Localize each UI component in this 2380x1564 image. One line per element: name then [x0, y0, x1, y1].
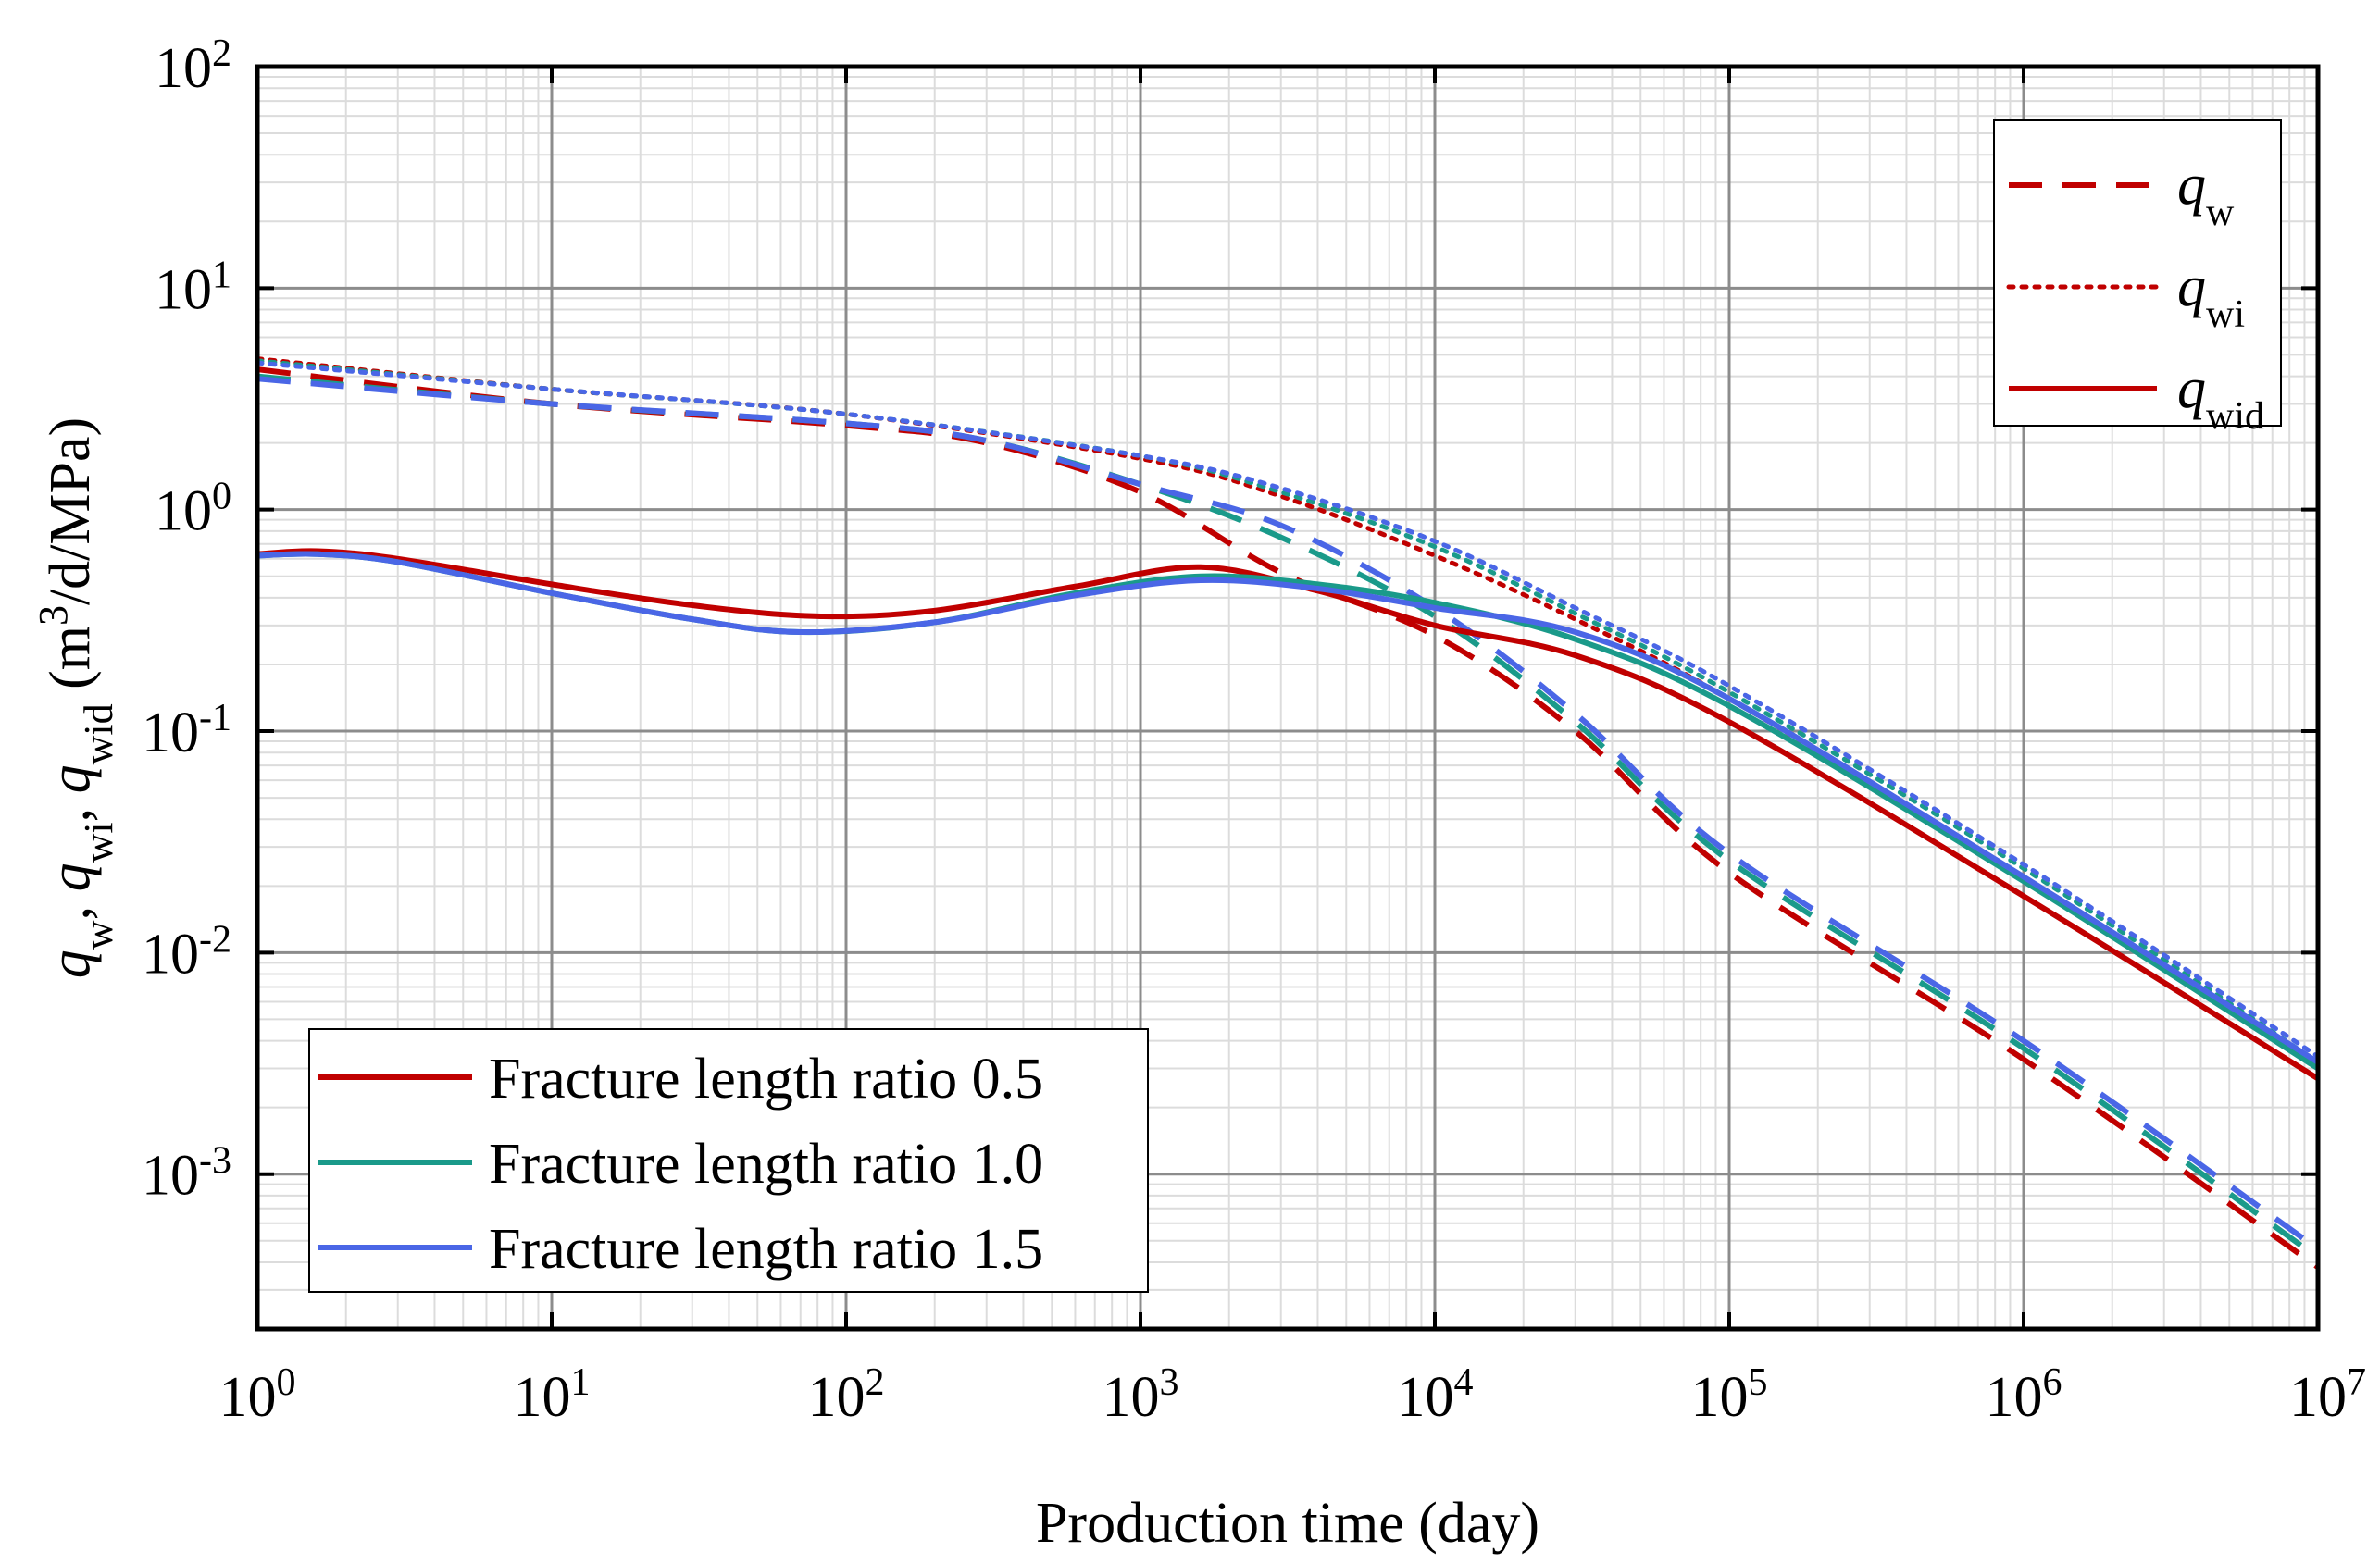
y-axis-title: qw, qwi, qwid (m3/d/MPa)	[31, 417, 121, 978]
y-axis-title-part: q	[39, 950, 102, 978]
x-tick-label-exp: 6	[2043, 1361, 2062, 1404]
x-tick-label-exp: 5	[1749, 1361, 1768, 1404]
y-axis-title-part: wi	[76, 822, 121, 863]
legend-type-symbol: q	[2177, 154, 2206, 217]
x-tick-label-exp: 3	[1160, 1361, 1179, 1404]
legend-ratio-label: Fracture length ratio 1.0	[489, 1133, 1043, 1196]
y-axis-title-part: q	[39, 863, 102, 891]
legend-type-sub: wid	[2206, 395, 2264, 438]
x-tick-label-base: 10	[808, 1366, 866, 1429]
y-tick-label-exp: -2	[199, 918, 231, 961]
y-tick-label: 10-1	[142, 697, 231, 764]
x-tick-label-base: 10	[1986, 1366, 2043, 1429]
y-axis-title-part: (m	[39, 626, 102, 703]
x-tick-label-base: 10	[1691, 1366, 1749, 1429]
x-tick-label-base: 10	[1103, 1366, 1160, 1429]
y-axis-title-part: 3	[31, 605, 76, 626]
x-tick-label-base: 10	[514, 1366, 571, 1429]
x-tick-label: 100	[219, 1361, 296, 1429]
legend-type-sub: w	[2206, 192, 2235, 234]
series-line-solid-6	[257, 548, 2318, 1082]
x-tick-label: 104	[1397, 1361, 1474, 1429]
x-tick-label-exp: 7	[2347, 1361, 2366, 1404]
x-tick-label-base: 10	[219, 1366, 277, 1429]
y-axis-title-part: /d/MPa)	[39, 417, 102, 605]
series-line-dotted-5	[257, 360, 2318, 1059]
series-line-dashed-2	[257, 376, 2318, 1251]
x-tick-label: 103	[1103, 1361, 1179, 1429]
y-tick-label-base: 10	[155, 258, 212, 321]
y-axis-title-part: wid	[76, 703, 121, 764]
x-tick-label: 101	[514, 1361, 591, 1429]
y-tick-label-exp: 1	[212, 254, 231, 296]
x-tick-label-base: 10	[2289, 1366, 2347, 1429]
y-tick-label-exp: 0	[212, 476, 231, 518]
y-axis-title-part: ,	[39, 891, 102, 920]
y-tick-label-exp: -3	[199, 1140, 231, 1183]
x-tick-label-exp: 2	[866, 1361, 885, 1404]
x-tick-label: 107	[2289, 1361, 2366, 1429]
series-line-solid-8	[257, 551, 2318, 1065]
x-tick-label-exp: 1	[571, 1361, 591, 1404]
y-tick-label-base: 10	[142, 701, 199, 764]
x-tick-labels: 100 101 102 103 104 105 106 107	[219, 1361, 2367, 1429]
y-tick-label: 100	[155, 476, 231, 543]
x-tick-label: 106	[1986, 1361, 2062, 1429]
x-axis-title: Production time (day)	[1036, 1492, 1539, 1555]
y-tick-label-base: 10	[155, 480, 212, 543]
legend-type-label: qwi	[2177, 255, 2245, 336]
y-tick-label-base: 10	[142, 1145, 199, 1208]
legend-ratio-label: Fracture length ratio 0.5	[489, 1048, 1043, 1111]
legend-type-symbol: q	[2177, 255, 2206, 318]
legend-type-label: qw	[2177, 154, 2235, 234]
y-axis-title-part: ,	[39, 793, 102, 822]
x-tick-label-exp: 0	[277, 1361, 296, 1404]
legend-fracture-ratios: Fracture length ratio 0.5 Fracture length…	[308, 1028, 1149, 1293]
plot-frame	[255, 64, 2321, 1332]
legend-type-sub: wi	[2206, 293, 2245, 336]
x-tick-label-exp: 4	[1454, 1361, 1474, 1404]
axis-ticks	[255, 65, 2320, 1329]
x-tick-label: 102	[808, 1361, 885, 1429]
legend-type-symbol: q	[2177, 357, 2206, 420]
y-tick-label: 101	[155, 254, 231, 321]
legend-type-label: qwid	[2177, 357, 2264, 438]
y-axis-title-part: q	[39, 764, 102, 793]
x-tick-label: 105	[1691, 1361, 1768, 1429]
x-tick-label-base: 10	[1397, 1366, 1454, 1429]
y-tick-label-exp: 2	[212, 32, 231, 75]
series-layer	[257, 356, 2318, 1270]
y-tick-label: 102	[155, 32, 231, 100]
y-tick-label-exp: -1	[199, 697, 231, 739]
y-tick-label: 10-2	[142, 918, 231, 986]
y-tick-label: 10-3	[142, 1140, 231, 1208]
legend-types-box	[1993, 119, 2282, 427]
y-axis-title-part: w	[76, 920, 121, 950]
y-tick-label-base: 10	[155, 37, 212, 100]
legend-ratio-label: Fracture length ratio 1.5	[489, 1218, 1043, 1281]
y-tick-label-base: 10	[142, 923, 199, 986]
